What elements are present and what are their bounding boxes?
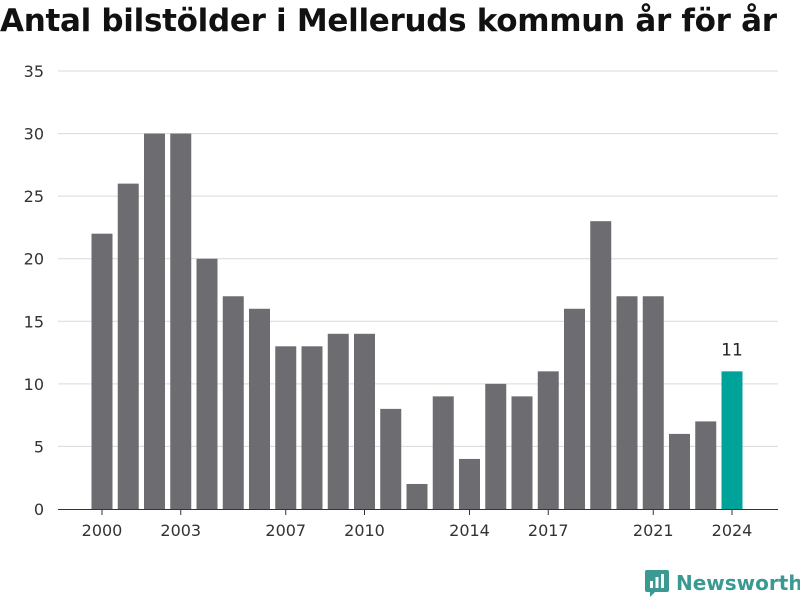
bar-2007 xyxy=(275,346,297,509)
brand-name: Newsworthy xyxy=(676,571,800,595)
newsworthy-logo-icon xyxy=(645,570,669,597)
bar-2022 xyxy=(669,433,690,509)
x-tick-label: 2017 xyxy=(528,521,569,540)
bar-2004 xyxy=(196,258,218,509)
y-tick-label: 0 xyxy=(34,500,44,519)
bar-2011 xyxy=(380,408,402,509)
bar-2017 xyxy=(537,371,559,509)
y-tick-label: 15 xyxy=(24,312,44,331)
bar-2009 xyxy=(327,333,349,509)
y-tick-label: 25 xyxy=(24,187,44,206)
bar-2024 xyxy=(721,371,743,509)
chart-title: Antal bilstölder i Melleruds kommun år f… xyxy=(0,3,777,39)
bar-2005 xyxy=(222,296,244,509)
x-tick-label: 2021 xyxy=(633,521,674,540)
y-tick-label: 35 xyxy=(24,62,44,81)
data-label: 11 xyxy=(721,340,743,360)
x-tick-label: 2007 xyxy=(265,521,306,540)
y-axis-ticks: 0 5 10 15 20 25 30 35 xyxy=(24,62,44,519)
bar-2013 xyxy=(432,396,454,509)
x-tick-label: 2000 xyxy=(82,521,123,540)
bar-2015 xyxy=(485,383,507,509)
bar-2006 xyxy=(249,308,270,509)
data-labels: 11 xyxy=(721,340,743,360)
bar-2014 xyxy=(459,458,480,509)
x-tick-label: 2014 xyxy=(449,521,490,540)
y-tick-label: 30 xyxy=(24,125,44,144)
bar-2003 xyxy=(170,133,192,510)
bars xyxy=(91,133,743,510)
bar-2008 xyxy=(301,346,323,509)
bar-2010 xyxy=(354,333,375,509)
bar-2012 xyxy=(406,483,428,509)
y-tick-label: 10 xyxy=(24,375,44,394)
x-tick-label: 2010 xyxy=(344,521,385,540)
x-tick-label: 2024 xyxy=(712,521,753,540)
bar-2021 xyxy=(642,296,664,509)
bar-2023 xyxy=(695,421,717,509)
bar-2018 xyxy=(564,308,585,509)
bar-2016 xyxy=(511,396,533,509)
bar-2000 xyxy=(91,233,113,509)
y-tick-label: 20 xyxy=(24,250,44,269)
x-tick-label: 2003 xyxy=(160,521,201,540)
brand-logo: Newsworthy xyxy=(644,568,800,598)
gridlines xyxy=(58,70,778,447)
bar-2001 xyxy=(117,183,139,509)
y-tick-label: 5 xyxy=(34,437,44,456)
bar-2019 xyxy=(590,221,612,509)
x-axis-ticks: 2000 2003 2007 2010 2014 2017 2021 2024 xyxy=(82,509,753,540)
bar-2020 xyxy=(616,296,638,509)
bar-2002 xyxy=(144,133,165,510)
